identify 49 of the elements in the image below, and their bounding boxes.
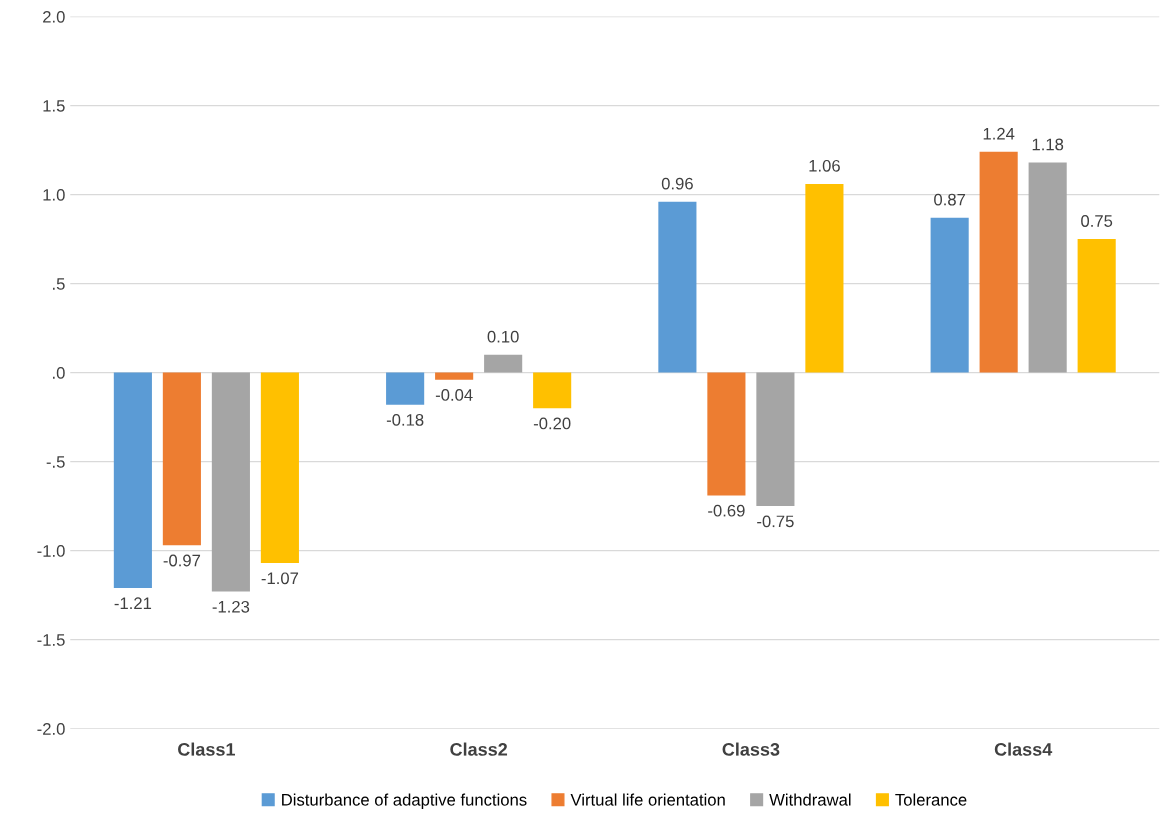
y-tick-label: -.5 xyxy=(46,456,65,468)
bar xyxy=(484,354,523,373)
y-tick-label: -1.5 xyxy=(37,634,65,646)
x-tick-label: Class4 xyxy=(994,742,1053,756)
bar xyxy=(979,151,1018,373)
data-label: -0.18 xyxy=(386,413,424,426)
legend-label: Disturbance of adaptive functions xyxy=(282,793,527,810)
data-label: -0.20 xyxy=(533,417,571,430)
y-tick-label: 2.0 xyxy=(43,10,65,23)
data-label: 0.87 xyxy=(934,193,966,206)
y-tick-label: .0 xyxy=(53,367,65,379)
bar xyxy=(756,372,795,507)
bar xyxy=(533,372,572,409)
data-label: -0.69 xyxy=(708,504,745,517)
y-tick-label: 1.5 xyxy=(43,100,65,112)
data-label: -0.75 xyxy=(757,515,794,528)
bar xyxy=(386,372,425,405)
x-tick-label: Class2 xyxy=(450,742,508,756)
bar xyxy=(211,372,250,592)
y-tick-label: -1.0 xyxy=(37,545,65,557)
bar xyxy=(435,372,474,380)
bar xyxy=(805,183,844,373)
bar xyxy=(260,372,299,564)
y-tick-label: 1.0 xyxy=(43,188,65,201)
bar xyxy=(1028,162,1067,373)
data-label: 1.06 xyxy=(809,159,840,172)
data-label: 0.10 xyxy=(487,330,519,343)
y-tick-label: .5 xyxy=(53,278,65,290)
data-label: 0.96 xyxy=(661,177,693,190)
data-label: -1.07 xyxy=(261,572,299,585)
bar xyxy=(113,372,152,588)
data-label: 1.24 xyxy=(983,127,1015,140)
y-tick-label: -2.0 xyxy=(37,723,65,735)
data-label: 1.18 xyxy=(1032,138,1064,151)
data-label: 0.75 xyxy=(1081,215,1113,227)
bar xyxy=(930,217,969,373)
data-label: -0.97 xyxy=(163,554,201,567)
x-tick-label: Class3 xyxy=(722,742,780,756)
bar xyxy=(162,372,201,546)
legend-label: Tolerance xyxy=(895,793,967,806)
data-label: -1.23 xyxy=(212,600,250,613)
bar xyxy=(658,201,697,373)
data-label: -0.04 xyxy=(435,389,473,401)
legend-label: Withdrawal xyxy=(769,793,851,806)
x-tick-label: Class1 xyxy=(178,742,235,756)
data-label: -1.21 xyxy=(114,597,152,609)
bar xyxy=(1077,239,1116,373)
bar xyxy=(707,372,746,496)
legend-label: Virtual life orientation xyxy=(570,793,725,806)
